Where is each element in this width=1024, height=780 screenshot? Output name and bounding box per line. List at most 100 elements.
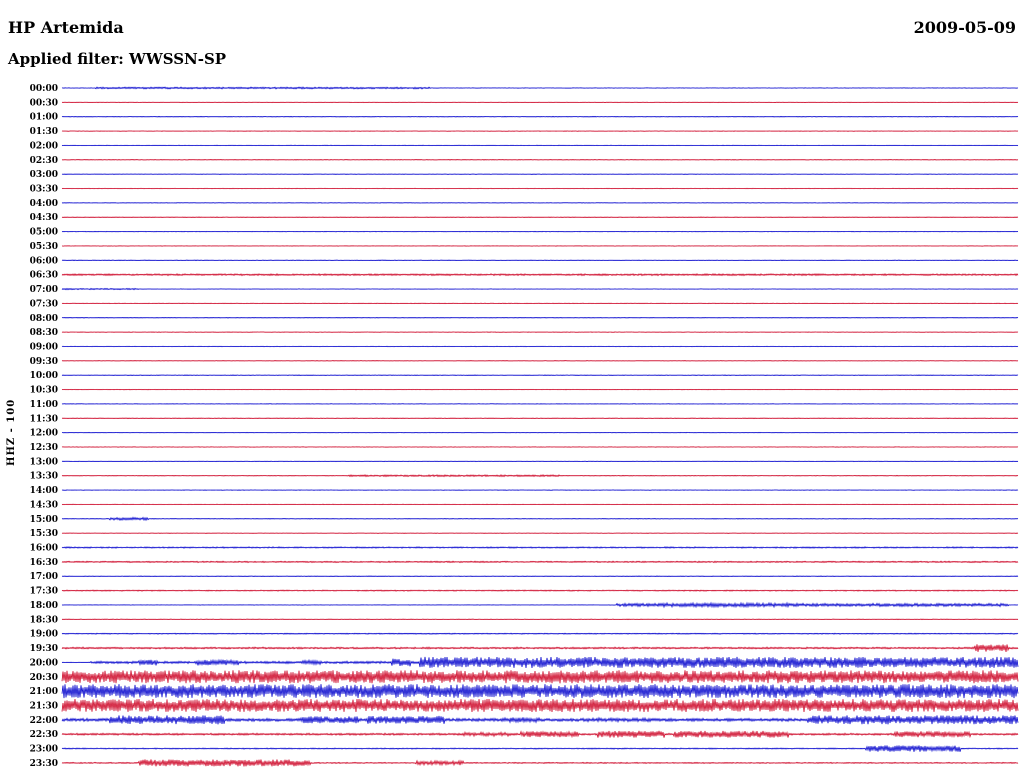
trace-row-08:30 [61, 331, 1019, 333]
trace-row-16:30 [61, 560, 1019, 564]
trace-row-03:30 [61, 187, 1019, 190]
time-label: 14:30 [30, 500, 58, 510]
helicorder-plot: 00:00 00:30 01:00 01:30 02:00 02:30 03:00 03:30… [30, 84, 1019, 769]
trace-row-16:00 [61, 546, 1019, 549]
trace-row-10:30 [61, 388, 1019, 391]
trace-row-11:00 [61, 403, 1019, 405]
time-label: 02:30 [30, 156, 58, 166]
trace-row-17:00 [61, 575, 1019, 577]
time-label: 21:00 [30, 687, 58, 697]
trace-row-12:30 [61, 446, 1019, 448]
trace-row-09:30 [61, 360, 1019, 362]
time-label: 20:00 [30, 658, 58, 668]
time-label: 06:00 [30, 256, 58, 266]
time-label: 10:30 [30, 386, 58, 396]
trace-row-09:00 [61, 345, 1019, 348]
trace-row-04:30 [61, 216, 1019, 218]
trace-row-15:30 [61, 532, 1019, 534]
trace-row-22:00 [61, 715, 1019, 725]
time-label: 16:00 [30, 544, 58, 554]
time-label: 10:00 [30, 371, 58, 381]
trace-row-06:00 [61, 259, 1019, 262]
time-label: 05:00 [30, 228, 58, 238]
trace-row-19:00 [61, 632, 1019, 635]
time-label: 19:00 [30, 630, 58, 640]
trace-row-14:00 [61, 489, 1019, 491]
trace-row-20:00 [61, 656, 1019, 668]
trace-row-02:30 [61, 159, 1019, 161]
time-label: 04:30 [30, 213, 58, 223]
time-label: 06:30 [30, 271, 58, 281]
time-label: 03:30 [30, 185, 58, 195]
trace-row-23:00 [61, 744, 1019, 753]
filter-label: Applied filter: WWSSN-SP [8, 50, 227, 68]
time-label: 07:30 [30, 299, 58, 309]
time-label: 15:30 [30, 529, 58, 539]
time-label: 12:00 [30, 429, 58, 439]
time-label: 19:30 [30, 644, 58, 654]
time-label: 21:30 [30, 702, 58, 712]
time-label: 09:00 [30, 343, 58, 353]
trace-row-18:00 [61, 601, 1019, 609]
time-label: 04:00 [30, 199, 58, 209]
time-label: 09:30 [30, 357, 58, 367]
time-label: 17:00 [30, 572, 58, 582]
trace-row-13:30 [61, 473, 1019, 478]
trace-row-03:00 [61, 173, 1019, 175]
time-label: 14:00 [30, 486, 58, 496]
trace-row-00:30 [61, 101, 1019, 104]
time-label: 00:00 [30, 84, 58, 94]
trace-row-04:00 [61, 202, 1019, 204]
time-label: 23:30 [30, 759, 58, 769]
time-label: 18:30 [30, 615, 58, 625]
time-label: 11:30 [30, 414, 58, 424]
time-label: 08:30 [30, 328, 58, 338]
station-title: HP Artemida [8, 18, 124, 37]
trace-row-10:00 [61, 374, 1019, 376]
trace-row-01:00 [61, 115, 1019, 118]
trace-row-00:00 [61, 86, 1019, 90]
time-label: 18:00 [30, 601, 58, 611]
trace-row-13:00 [61, 460, 1019, 463]
trace-row-08:00 [61, 317, 1019, 319]
time-label: 13:00 [30, 457, 58, 467]
trace-row-05:30 [61, 245, 1019, 247]
trace-row-05:00 [61, 230, 1019, 233]
time-label: 00:30 [30, 98, 58, 108]
trace-row-17:30 [61, 589, 1019, 592]
time-label: 01:30 [30, 127, 58, 137]
time-label: 13:30 [30, 472, 58, 482]
trace-row-23:30 [61, 759, 1019, 767]
time-label: 17:30 [30, 587, 58, 597]
trace-row-06:30 [61, 272, 1019, 277]
trace-row-19:30 [61, 644, 1019, 652]
trace-row-12:00 [61, 431, 1019, 434]
trace-row-01:30 [61, 130, 1019, 132]
trace-row-11:30 [61, 417, 1019, 420]
time-label: 12:30 [30, 443, 58, 453]
trace-row-15:00 [61, 516, 1019, 522]
trace-row-07:00 [61, 287, 1019, 291]
trace-row-18:30 [61, 618, 1019, 621]
time-label: 15:00 [30, 515, 58, 525]
time-label: 22:30 [30, 730, 58, 740]
time-label: 22:00 [30, 716, 58, 726]
time-label: 23:00 [30, 745, 58, 755]
trace-row-14:30 [61, 503, 1019, 506]
time-label: 08:00 [30, 314, 58, 324]
time-label: 03:00 [30, 170, 58, 180]
time-label: 11:00 [30, 400, 58, 410]
time-label: 16:30 [30, 558, 58, 568]
time-label: 20:30 [30, 673, 58, 683]
time-label: 07:00 [30, 285, 58, 295]
trace-row-02:00 [61, 144, 1019, 147]
trace-row-22:30 [61, 730, 1019, 739]
trace-row-21:00 [61, 684, 1019, 699]
date-label: 2009-05-09 [913, 18, 1016, 37]
time-label: 01:00 [30, 113, 58, 123]
trace-row-20:30 [61, 670, 1019, 684]
trace-row-21:30 [61, 698, 1019, 713]
trace-row-07:30 [61, 302, 1019, 305]
time-label: 02:00 [30, 141, 58, 151]
